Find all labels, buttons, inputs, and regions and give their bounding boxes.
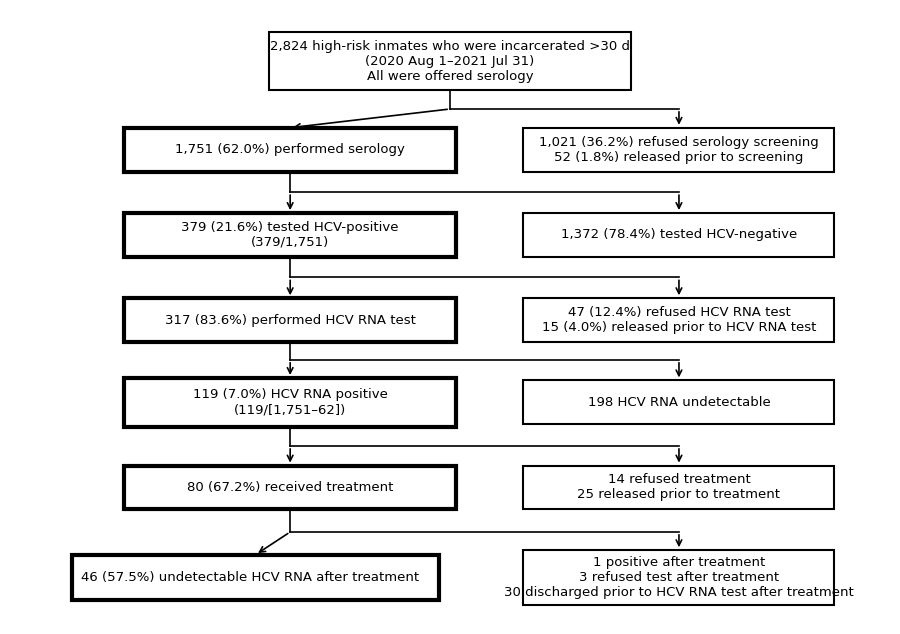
- Bar: [124, 378, 456, 427]
- Text: 14 refused treatment
25 released prior to treatment: 14 refused treatment 25 released prior t…: [578, 474, 780, 501]
- Bar: [524, 213, 834, 257]
- Bar: [524, 380, 834, 424]
- Text: 198 HCV RNA undetectable: 198 HCV RNA undetectable: [588, 396, 770, 409]
- Text: 1,372 (78.4%) tested HCV-negative: 1,372 (78.4%) tested HCV-negative: [561, 228, 797, 242]
- Bar: [524, 550, 834, 605]
- Bar: [524, 127, 834, 172]
- Text: 80 (67.2%) received treatment: 80 (67.2%) received treatment: [187, 481, 393, 494]
- Bar: [124, 465, 456, 509]
- Text: 119 (7.0%) HCV RNA positive
(119/[1,751–62]): 119 (7.0%) HCV RNA positive (119/[1,751–…: [193, 388, 388, 416]
- Text: 46 (57.5%) undetectable HCV RNA after treatment: 46 (57.5%) undetectable HCV RNA after tr…: [81, 571, 418, 584]
- Bar: [124, 127, 456, 172]
- Bar: [72, 555, 439, 600]
- Text: 379 (21.6%) tested HCV-positive
(379/1,751): 379 (21.6%) tested HCV-positive (379/1,7…: [182, 221, 399, 249]
- Text: 317 (83.6%) performed HCV RNA test: 317 (83.6%) performed HCV RNA test: [165, 314, 416, 327]
- Text: 1 positive after treatment
3 refused test after treatment
30 discharged prior to: 1 positive after treatment 3 refused tes…: [504, 556, 854, 599]
- Bar: [124, 298, 456, 342]
- Text: 1,021 (36.2%) refused serology screening
52 (1.8%) released prior to screening: 1,021 (36.2%) refused serology screening…: [539, 136, 819, 164]
- Bar: [268, 32, 632, 90]
- Bar: [124, 213, 456, 257]
- Text: 47 (12.4%) refused HCV RNA test
15 (4.0%) released prior to HCV RNA test: 47 (12.4%) refused HCV RNA test 15 (4.0%…: [542, 306, 816, 334]
- Text: 1,751 (62.0%) performed serology: 1,751 (62.0%) performed serology: [176, 143, 405, 156]
- Bar: [524, 298, 834, 342]
- Bar: [524, 465, 834, 509]
- Text: 2,824 high-risk inmates who were incarcerated >30 d
(2020 Aug 1–2021 Jul 31)
All: 2,824 high-risk inmates who were incarce…: [270, 40, 630, 83]
